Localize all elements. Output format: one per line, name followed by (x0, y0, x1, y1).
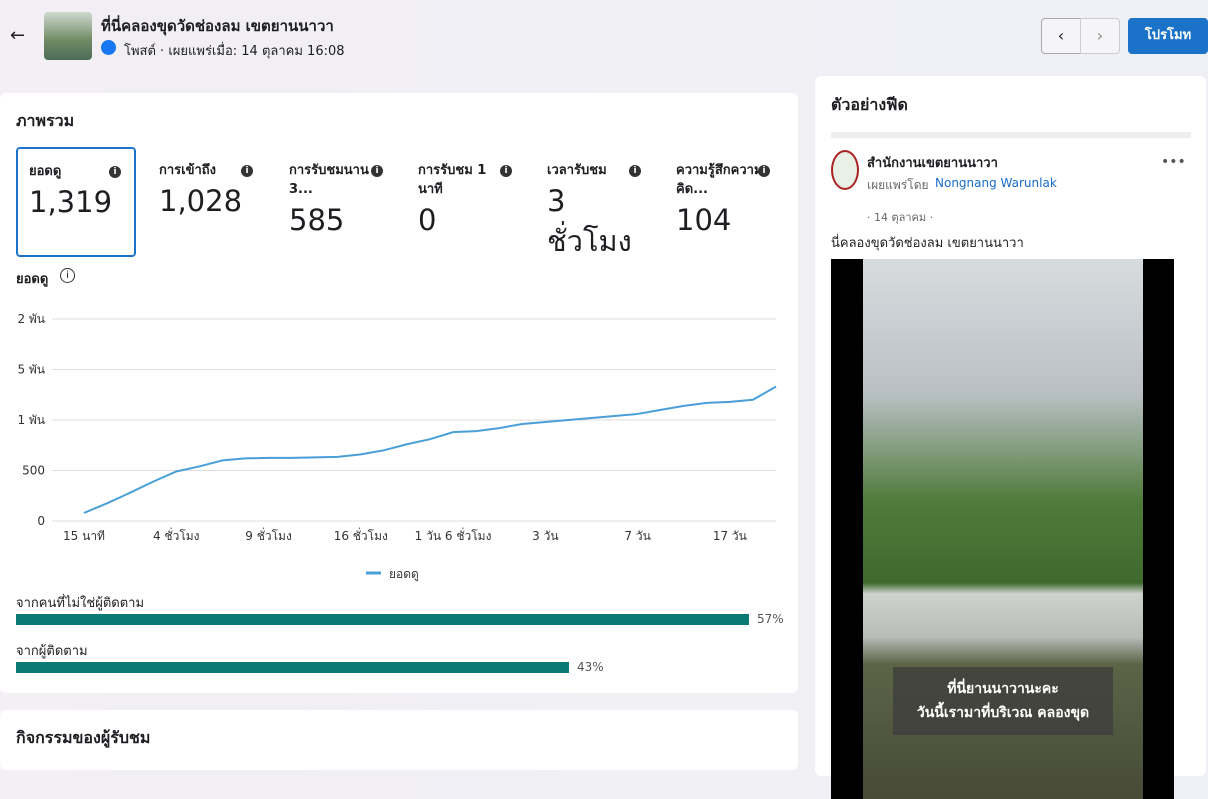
overview-panel: ภาพรวม (0, 93, 798, 693)
page-name: สำนักงานเขตยานนาวา (867, 156, 998, 171)
metric-value: 104 (676, 203, 732, 237)
back-button[interactable]: ← (10, 25, 26, 46)
metric-card: การรับชม 1 นาที 0 i (406, 147, 526, 257)
info-icon: i (629, 165, 641, 177)
metric-value: 1,319 (29, 185, 113, 219)
x-tick-label: 7 วัน (624, 529, 650, 543)
section-title: ตัวอย่างฟีด (831, 95, 908, 114)
x-tick-label: 9 ชั่วโมง (245, 527, 292, 543)
audience-label: จากคนที่ไม่ใช่ผู้ติดตาม (16, 596, 145, 611)
post-title: ที่นี่คลองขุดวัดช่องลม เขตยานนาวา (101, 17, 334, 35)
legend-label: ยอดดู (389, 567, 419, 582)
y-tick-label: 1 พัน (17, 413, 45, 427)
page-avatar (831, 150, 859, 190)
video[interactable]: ที่นี่ยานนาวานะคะ วันนี้เรามาที่บริเวณ ค… (831, 259, 1174, 799)
facebook-icon (101, 40, 116, 55)
y-tick-label: 500 (22, 464, 45, 478)
data-line (83, 385, 777, 514)
metric-value: 585 (289, 203, 345, 237)
info-icon: i (758, 165, 770, 177)
published-by: เผยแพร่โดย (867, 178, 929, 192)
x-tick-label: 1 วัน 6 ชั่วโมง (415, 527, 492, 543)
metric-card: การเข้าถึง 1,028 i (147, 147, 267, 257)
metric-label: เวลารับชม (547, 163, 607, 178)
metric-label: การรับชม 1 นาที (418, 163, 487, 197)
section-title: ภาพรวม (16, 111, 75, 130)
subtitle-line: วันนี้เรามาที่บริเวณ คลองขุด (916, 705, 1090, 721)
metric-card[interactable]: ยอดดู 1,319 i (16, 147, 136, 257)
metric-label: ความรู้สึกความคิด... (676, 163, 763, 197)
chart-title: ยอดดู (16, 272, 49, 287)
post-caption: นี่คลองขุดวัดช่องลม เขตยานนาวา (831, 236, 1024, 251)
info-icon: i (109, 166, 121, 178)
audience-bar (16, 662, 569, 673)
info-icon: i (371, 165, 383, 177)
prev-button[interactable]: ‹ (1041, 18, 1081, 54)
metric-card: ความรู้สึกความคิด... 104 i (664, 147, 784, 257)
x-tick-label: 17 วัน (713, 529, 747, 543)
y-tick-label: 2 พัน (17, 312, 45, 326)
metric-card: การรับชมนาน 3... 585 i (277, 147, 397, 257)
feed-post: สำนักงานเขตยานนาวา เผยแพร่โดย Nongnang W… (831, 132, 1191, 799)
metric-card: เวลารับชม 3 ชั่วโมง i (535, 147, 655, 258)
post-source: โพสต์ · เผยแพร่เมื่อ: 14 ตุลาคม 16:08 (124, 44, 345, 59)
feed-panel: ตัวอย่างฟีด สำนักงานเขตยานนาวา เผยแพร่โด… (815, 76, 1206, 799)
metric-label: ยอดดู (29, 164, 62, 179)
x-tick-label: 16 ชั่วโมง (334, 527, 388, 543)
x-tick-label: 3 วัน (532, 529, 558, 543)
metric-label: การเข้าถึง (159, 163, 217, 178)
thumbnail (44, 12, 92, 60)
next-button[interactable]: › (1080, 18, 1120, 54)
author-link[interactable]: Nongnang Warunlak (935, 176, 1057, 190)
info-icon[interactable]: i (60, 268, 75, 283)
audience-bar (16, 614, 749, 625)
more-button[interactable]: ••• (1161, 154, 1186, 170)
audience-value: 57% (757, 612, 784, 626)
info-icon: i (241, 165, 253, 177)
post-date: · 14 ตุลาคม · (867, 211, 934, 224)
metric-value: 0 (418, 203, 437, 237)
y-tick-label: 5 พัน (17, 363, 45, 377)
metric-value: 1,028 (159, 184, 243, 218)
section-title: กิจกรรมของผู้รับชม (16, 728, 151, 747)
x-tick-label: 15 นาที (63, 529, 105, 543)
promote-button[interactable]: โปรโมท (1128, 18, 1208, 54)
audience-value: 43% (576, 660, 604, 674)
activity-panel: กิจกรรมของผู้รับชม (0, 710, 798, 770)
audience-label: จากผู้ติดตาม (16, 644, 88, 659)
line-chart: 0 500 1 พัน 5 พัน 2 พัน 15 นาที 4 ชั่วโมง 9 ชั่… (17, 312, 777, 582)
metric-label: การรับชมนาน 3... (289, 163, 369, 197)
video-subtitle: ที่นี่ยานนาวานะคะ วันนี้เรามาที่บริเวณ ค… (893, 667, 1113, 735)
x-tick-label: 4 ชั่วโมง (153, 527, 200, 543)
subtitle-line: ที่นี่ยานนาวานะคะ (947, 681, 1059, 697)
metric-value: 3 ชั่วโมง (547, 184, 632, 258)
y-tick-label: 0 (37, 514, 45, 528)
info-icon: i (500, 165, 512, 177)
